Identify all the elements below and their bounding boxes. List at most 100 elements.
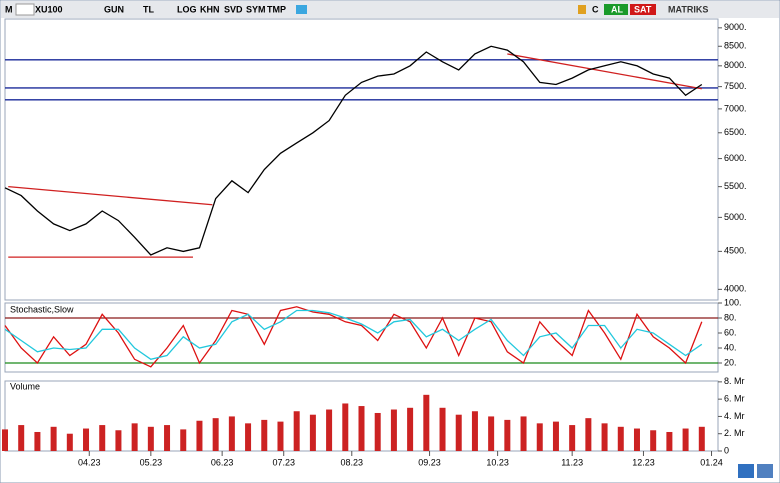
y-tick-label: 0	[724, 445, 729, 455]
y-tick-label: 2. Mr	[724, 428, 745, 438]
brand: MATRIKS	[668, 4, 708, 14]
tmp-button[interactable]: TMP	[267, 4, 286, 14]
y-tick-label: 20.	[724, 357, 737, 367]
y-tick-label: 40.	[724, 342, 737, 352]
y-tick-label: 6500.	[724, 127, 747, 137]
volume-bar	[99, 425, 106, 451]
volume-bar	[18, 425, 25, 451]
x-tick-label: 01.24	[700, 457, 723, 467]
x-tick-label: 08.23	[341, 457, 364, 467]
edit-icon[interactable]	[578, 5, 586, 14]
volume-bar	[164, 425, 171, 451]
volume-bar	[34, 431, 41, 451]
volume-bar	[633, 428, 640, 451]
volume-bar	[650, 430, 657, 451]
volume-bar	[83, 428, 90, 451]
volume-bar	[407, 407, 414, 451]
y-tick-label: 7000.	[724, 103, 747, 113]
panel-title: Volume	[10, 381, 40, 391]
volume-bar	[471, 411, 478, 451]
y-tick-label: 8500.	[724, 41, 747, 51]
volume-bar	[601, 423, 608, 451]
volume-bar	[504, 419, 511, 451]
volume-bar	[228, 416, 235, 451]
share-icon[interactable]	[296, 5, 307, 14]
volume-bar	[358, 406, 365, 451]
sell-button[interactable]: SAT	[634, 4, 652, 14]
y-tick-label: 5500.	[724, 181, 747, 191]
sym-button[interactable]: SYM	[246, 4, 266, 14]
stochastic-line	[4, 306, 703, 368]
y-tick-label: 5000.	[724, 212, 747, 222]
panel-frame	[4, 302, 719, 373]
volume-bar	[423, 394, 430, 451]
x-tick-label: 07.23	[272, 457, 295, 467]
trend-line	[507, 53, 702, 90]
y-tick-label: 100.	[724, 297, 742, 307]
toolbar-buttons: M XU100 GUN TL LOG KHN SVD SYM TMP C AL …	[5, 3, 708, 16]
volume-bar	[50, 426, 57, 451]
y-tick-label: 60.	[724, 327, 737, 337]
volume-bar	[245, 423, 252, 451]
volume-bar	[180, 429, 187, 451]
sync-button[interactable]	[738, 464, 754, 478]
volume-bar	[309, 414, 316, 451]
x-tick-label: 09.23	[418, 457, 441, 467]
volume-bar	[293, 411, 300, 451]
log-button[interactable]: LOG	[177, 4, 197, 14]
buy-bg[interactable]	[604, 4, 628, 15]
volume-bar	[666, 431, 673, 451]
volume-bar	[585, 418, 592, 451]
khn-button[interactable]: KHN	[200, 4, 220, 14]
volume-bar	[196, 420, 203, 451]
y-tick-label: 4500.	[724, 246, 747, 256]
y-tick-label: 6000.	[724, 153, 747, 163]
volume-bar	[115, 430, 122, 451]
x-tick-label: 06.23	[211, 457, 234, 467]
volume-bar	[390, 409, 397, 451]
volume-bar	[374, 412, 381, 451]
trend-line	[8, 186, 213, 206]
panel-frame	[4, 18, 719, 301]
volume-bar	[212, 418, 219, 451]
sell-bg[interactable]	[630, 4, 656, 15]
y-tick-label: 80.	[724, 312, 737, 322]
volume-bar	[617, 426, 624, 451]
y-tick-label: 6. Mr	[724, 394, 745, 404]
x-tick-label: 12.23	[632, 457, 655, 467]
volume-bar	[520, 416, 527, 451]
x-tick-label: 04.23	[78, 457, 101, 467]
symbol[interactable]: XU100	[35, 4, 63, 14]
volume-bar	[569, 425, 576, 451]
volume-bar	[342, 403, 349, 451]
svd-button[interactable]: SVD	[224, 4, 243, 14]
y-tick-label: 7500.	[724, 81, 747, 91]
settings-button[interactable]	[757, 464, 773, 478]
menu-button[interactable]: M	[5, 4, 13, 14]
symbol-box[interactable]	[15, 3, 35, 16]
volume-bar	[2, 429, 8, 451]
currency-button[interactable]: TL	[143, 4, 154, 14]
y-tick-label: 9000.	[724, 22, 747, 32]
volume-bar	[326, 409, 333, 451]
volume-bar	[277, 421, 284, 451]
period-button[interactable]: GUN	[104, 4, 124, 14]
volume-bar	[131, 423, 138, 451]
volume-bar	[488, 416, 495, 451]
volume-bar	[455, 414, 462, 451]
volume-bar	[698, 426, 705, 451]
y-tick-label: 8. Mr	[724, 376, 745, 386]
volume-bar	[552, 421, 559, 451]
panel-title: Stochastic,Slow	[10, 304, 74, 314]
c-button[interactable]: C	[592, 4, 599, 14]
x-tick-label: 11.23	[561, 457, 583, 467]
volume-bar	[261, 419, 268, 451]
volume-bar	[439, 407, 446, 451]
y-tick-label: 8000.	[724, 60, 747, 70]
buy-button[interactable]: AL	[611, 4, 623, 14]
volume-bar	[66, 433, 73, 451]
y-tick-label: 4. Mr	[724, 411, 745, 421]
